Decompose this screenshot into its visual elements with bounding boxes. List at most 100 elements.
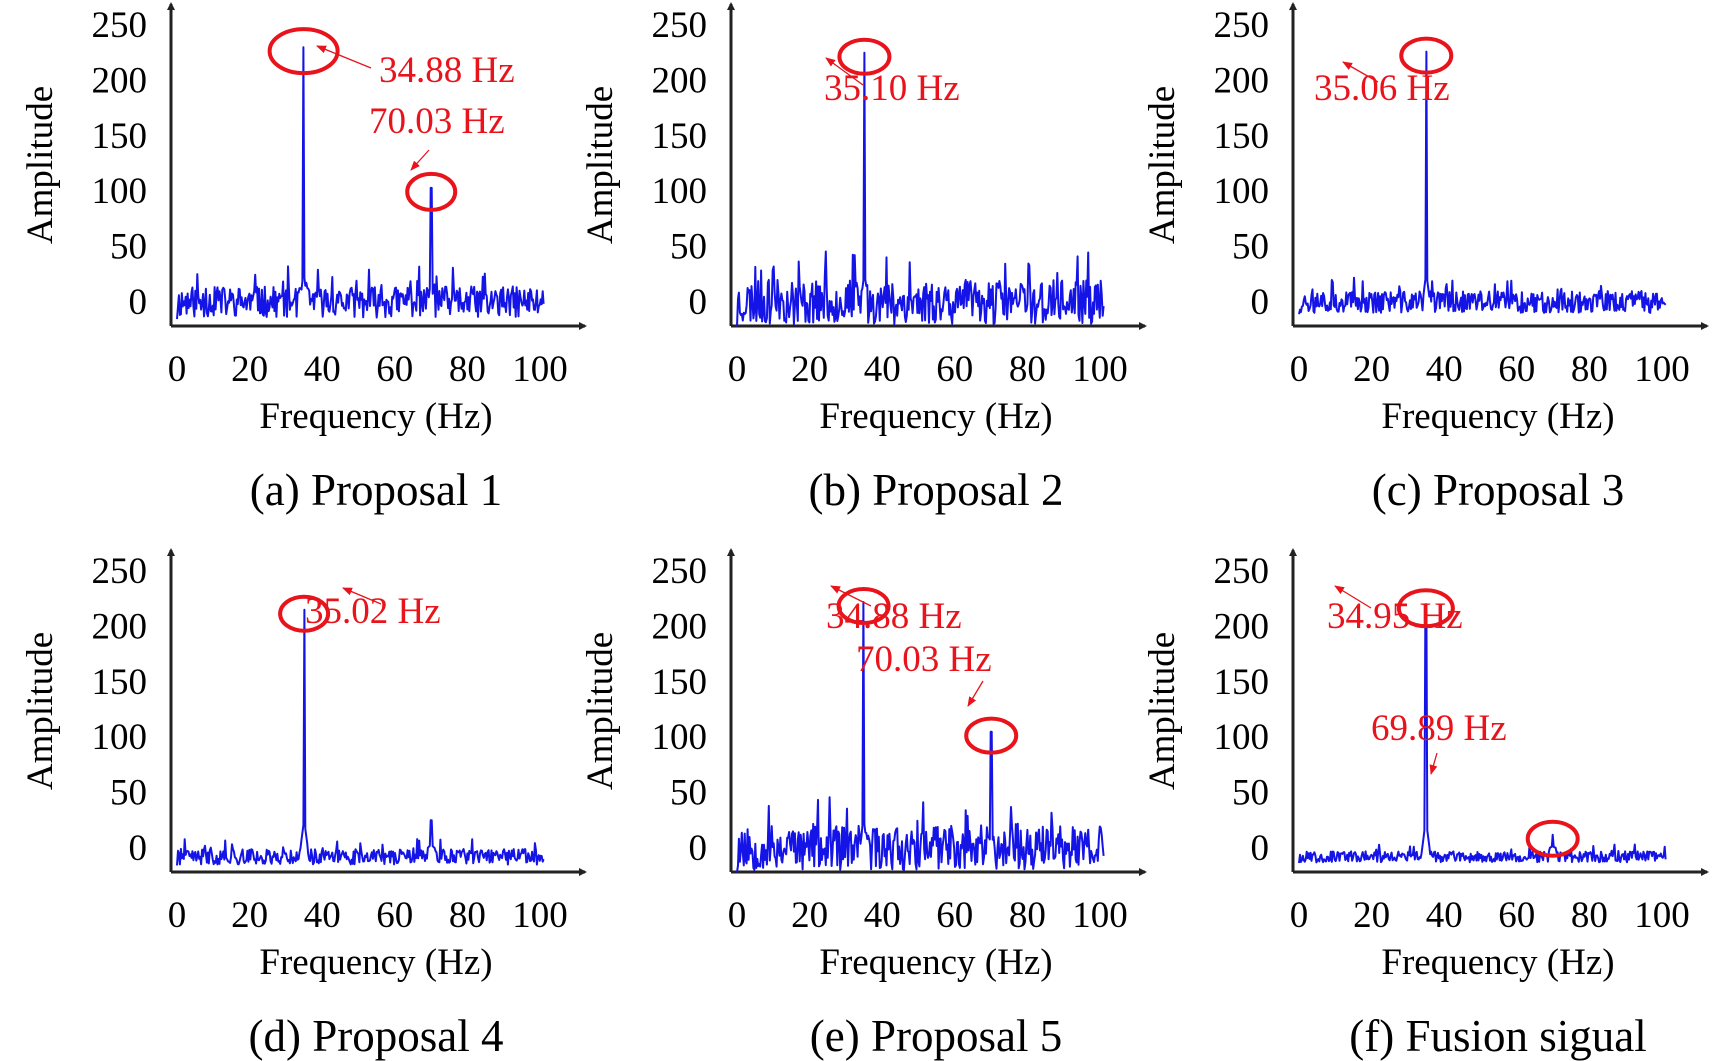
y-tick-label: 250 — [652, 5, 708, 46]
x-tick-label: 60 — [1498, 349, 1535, 390]
y-tick-label: 150 — [652, 116, 708, 157]
y-tick-label: 200 — [1214, 60, 1270, 101]
peak-highlight-circle — [1396, 588, 1455, 629]
y-tick-label: 0 — [129, 282, 148, 323]
x-tick-label: 80 — [1571, 349, 1608, 390]
y-tick-label: 50 — [1232, 773, 1269, 814]
y-tick-label: 200 — [92, 606, 148, 647]
x-tick-label: 0 — [168, 895, 187, 936]
y-tick-label: 150 — [92, 662, 148, 703]
annotation-arrow — [967, 680, 984, 707]
y-tick-label: 100 — [92, 717, 148, 758]
x-tick-label: 20 — [231, 349, 268, 390]
panel-caption: (c) Proposal 3 — [1372, 465, 1624, 515]
peak-frequency-label: 34.88 Hz — [826, 596, 962, 637]
y-tick-label: 250 — [1214, 551, 1270, 592]
spectrum-line — [736, 51, 1105, 327]
panel-caption: (e) Proposal 5 — [810, 1011, 1062, 1061]
x-tick-label: 100 — [1072, 349, 1128, 390]
x-tick-label: 100 — [512, 895, 568, 936]
panel-f: 250 200 150 100 50 00 20 40 60 80 100 Frequency (Hz… — [1142, 548, 1709, 1061]
x-tick-label: 0 — [168, 349, 187, 390]
annotation-arrow — [830, 585, 872, 607]
annotation-arrow — [1334, 585, 1372, 609]
x-tick-label: 20 — [791, 349, 828, 390]
peak-highlight-circle — [267, 27, 340, 76]
y-tick-label: 200 — [652, 60, 708, 101]
y-axis-title: Amplitude — [1142, 632, 1183, 790]
panel-c: 250 200 150 100 50 00 20 40 60 80 100 Frequency (Hz… — [1142, 2, 1709, 515]
y-tick-label: 100 — [92, 171, 148, 212]
y-tick-label: 250 — [92, 5, 148, 46]
panel-caption: (d) Proposal 4 — [249, 1011, 504, 1061]
x-tick-label: 40 — [864, 349, 901, 390]
panel-caption: (a) Proposal 1 — [250, 465, 502, 515]
y-axis-title: Amplitude — [20, 632, 61, 790]
x-tick-label: 100 — [1634, 895, 1690, 936]
x-tick-label: 60 — [1498, 895, 1535, 936]
spectrum-line — [1298, 603, 1667, 864]
y-tick-label: 100 — [652, 717, 708, 758]
y-tick-label: 100 — [1214, 171, 1270, 212]
annotation-arrow — [342, 587, 382, 605]
x-axis-title: Frequency (Hz) — [259, 396, 492, 437]
y-axis-title: Amplitude — [580, 86, 621, 244]
x-tick-label: 40 — [1426, 895, 1463, 936]
x-tick-label: 0 — [1290, 895, 1309, 936]
peak-frequency-label: 70.03 Hz — [369, 101, 505, 142]
panel-caption: (f) Fusion sigual — [1349, 1011, 1647, 1061]
y-tick-label: 150 — [1214, 662, 1270, 703]
spectrum-line — [176, 46, 545, 320]
x-tick-label: 80 — [1009, 895, 1046, 936]
panel-a: 250 200 150 100 50 00 20 40 60 80 100 Frequency (Hz… — [20, 2, 587, 515]
x-tick-label: 40 — [304, 895, 341, 936]
x-tick-label: 40 — [864, 895, 901, 936]
y-axis-title: Amplitude — [580, 632, 621, 790]
x-axis-title: Frequency (Hz) — [1381, 396, 1614, 437]
peak-frequency-label: 35.02 Hz — [305, 591, 441, 632]
x-tick-label: 40 — [1426, 349, 1463, 390]
x-tick-label: 20 — [791, 895, 828, 936]
peak-frequency-label: 70.03 Hz — [856, 639, 992, 680]
y-tick-label: 200 — [1214, 606, 1270, 647]
x-tick-label: 60 — [936, 349, 973, 390]
peak-highlight-circle — [836, 587, 891, 626]
spectrum-line — [736, 601, 1105, 873]
x-tick-label: 80 — [449, 349, 486, 390]
y-tick-label: 0 — [1251, 282, 1270, 323]
y-tick-label: 50 — [110, 773, 147, 814]
x-tick-label: 100 — [512, 349, 568, 390]
x-tick-label: 100 — [1634, 349, 1690, 390]
y-tick-label: 50 — [670, 227, 707, 268]
x-tick-label: 0 — [728, 349, 747, 390]
x-tick-label: 20 — [1353, 349, 1390, 390]
panel-b: 250 200 150 100 50 00 20 40 60 80 100 Frequency (Hz… — [580, 2, 1147, 515]
x-axis-title: Frequency (Hz) — [819, 396, 1052, 437]
panel-d: 250 200 150 100 50 00 20 40 60 80 100 Frequency (Hz… — [20, 548, 587, 1061]
y-tick-label: 50 — [110, 227, 147, 268]
y-tick-label: 0 — [689, 828, 708, 869]
x-tick-label: 80 — [449, 895, 486, 936]
x-tick-label: 0 — [1290, 349, 1309, 390]
spectrum-line — [1298, 50, 1667, 315]
peak-frequency-label: 35.06 Hz — [1314, 68, 1450, 109]
x-tick-label: 80 — [1571, 895, 1608, 936]
x-axis-title: Frequency (Hz) — [259, 942, 492, 983]
y-tick-label: 50 — [1232, 227, 1269, 268]
y-tick-label: 0 — [1251, 828, 1270, 869]
x-tick-label: 20 — [231, 895, 268, 936]
x-tick-label: 40 — [304, 349, 341, 390]
peak-highlight-circle — [964, 716, 1019, 755]
peak-highlight-circle — [278, 594, 331, 633]
y-tick-label: 200 — [92, 60, 148, 101]
annotation-arrow — [316, 45, 372, 69]
y-tick-label: 250 — [1214, 5, 1270, 46]
y-tick-label: 50 — [670, 773, 707, 814]
y-tick-label: 100 — [1214, 717, 1270, 758]
peak-highlight-circle — [1525, 819, 1580, 858]
annotation-arrow — [825, 57, 864, 86]
y-tick-label: 100 — [652, 171, 708, 212]
x-tick-label: 20 — [1353, 895, 1390, 936]
peak-frequency-label: 34.88 Hz — [379, 50, 515, 91]
x-tick-label: 80 — [1009, 349, 1046, 390]
